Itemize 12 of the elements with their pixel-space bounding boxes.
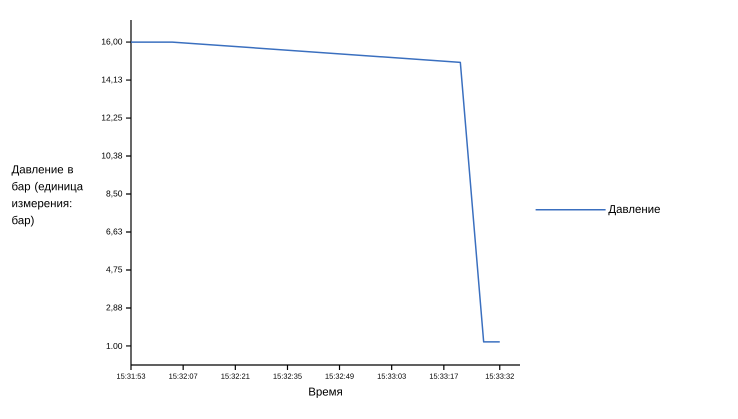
x-axis-title: Время bbox=[309, 388, 342, 398]
y-tick-label: 4,75 bbox=[106, 266, 122, 274]
y-tick-label: 12,25 bbox=[102, 114, 122, 122]
y-tick-label: 2,88 bbox=[106, 304, 122, 312]
y-axis-title: Давление в бар (единица измерения: бар) bbox=[12, 165, 84, 226]
y-tick-label: 16,00 bbox=[102, 38, 122, 46]
y-tick-label: 8,50 bbox=[106, 190, 122, 198]
y-tick-label: 1.00 bbox=[106, 342, 122, 349]
y-tick-label: 14,13 bbox=[102, 76, 122, 84]
y-tick-label: 6,63 bbox=[106, 228, 122, 236]
y-tick-label: 10,38 bbox=[102, 152, 122, 160]
text: Давление bbox=[608, 205, 660, 216]
